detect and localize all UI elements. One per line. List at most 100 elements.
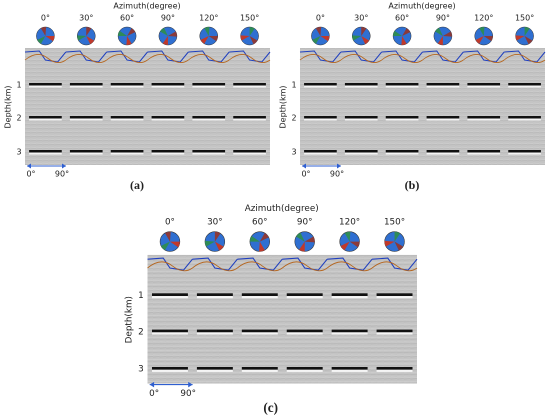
reflector (426, 150, 460, 153)
panel: Azimuth(degree) 0° 30° 60° 90° 120° 150° 1 2 3 Dep… (279, 2, 546, 192)
panel: Azimuth(degree) 0° 30° 60° 90° 120° 150° 1 2 3 Dep… (4, 2, 271, 192)
reflector-side (151, 332, 188, 335)
azimuth-label: 30° (79, 14, 93, 23)
reflector-side (233, 118, 266, 121)
reflector-side (151, 369, 188, 372)
arrow-label: 90° (330, 170, 344, 179)
azimuth-label: 60° (252, 217, 268, 227)
reflector-side (385, 118, 419, 121)
reflector (304, 116, 337, 119)
reflector (69, 150, 103, 153)
reflector (304, 150, 337, 153)
y-axis-title: Depth(km) (279, 85, 288, 128)
reflector-side (426, 118, 460, 121)
amplitude-curve (237, 257, 283, 271)
amplitude-curve (381, 54, 423, 63)
reflector (29, 83, 62, 86)
depth-label: 1 (16, 81, 21, 90)
reflector (29, 116, 62, 119)
amplitude-curve (24, 54, 67, 63)
arrow-label: 0° (301, 170, 310, 179)
reflector-side (29, 85, 62, 88)
beach-ball-wedge (340, 241, 350, 251)
beach-ball-wedge (304, 236, 315, 243)
amplitude-curve (281, 261, 328, 272)
reflector-side (69, 85, 103, 88)
amplitude-curve (282, 257, 328, 271)
beach-ball-wedge (126, 36, 132, 45)
amplitude-curve (372, 257, 418, 271)
reflector (385, 116, 419, 119)
ball-strip (25, 26, 270, 48)
beach-ball-wedge (361, 27, 367, 36)
amplitude-curve (340, 50, 383, 63)
beach-ball-wedge (161, 241, 170, 251)
reflector (331, 367, 368, 370)
reflector (376, 293, 413, 297)
amplitude-curve (228, 54, 271, 63)
reflector-side (241, 369, 278, 372)
azimuth-label: 30° (354, 14, 368, 23)
beach-ball-wedge (214, 231, 221, 242)
beach-ball-wedge (299, 241, 305, 252)
beach-ball-wedge (479, 27, 485, 36)
amplitude-curve (503, 54, 546, 63)
reflector-side (344, 152, 378, 155)
amplitude-curve (340, 54, 382, 63)
beach-ball-wedge (240, 35, 250, 41)
reflector (331, 293, 368, 297)
beach-ball-wedge (165, 231, 171, 242)
reflector (151, 367, 188, 370)
reflector (110, 150, 144, 153)
reflector-side (376, 296, 413, 299)
beach-ball-wedge (77, 35, 87, 41)
reflector-side (233, 85, 266, 88)
azimuth-label: 120° (339, 217, 360, 227)
reflector (192, 116, 226, 119)
depth-label: 3 (138, 365, 144, 375)
beach-ball-wedge (86, 36, 95, 45)
reflector (344, 83, 378, 86)
amplitude-curve (371, 261, 418, 272)
reflector (467, 150, 501, 153)
arrow-label: 0° (26, 170, 35, 179)
caption: (a) (130, 178, 144, 192)
azimuth-label: 120° (199, 14, 218, 23)
depth-label: 2 (291, 114, 296, 123)
beach-ball-wedge (127, 28, 136, 36)
beach-ball-wedge (384, 240, 395, 247)
azimuth-label: 0° (316, 14, 325, 23)
reflector (69, 116, 103, 119)
reflector (286, 329, 323, 333)
reflector-side (304, 152, 337, 155)
azimuth-label: 30° (207, 217, 223, 227)
reflector (467, 116, 501, 119)
reflector-side (376, 369, 413, 372)
reflector-side (304, 85, 337, 88)
azimuth-label: 120° (474, 14, 493, 23)
reflector-side (69, 118, 103, 121)
y-axis-title: Depth(km) (124, 296, 134, 343)
reflector (241, 329, 278, 333)
reflector (241, 367, 278, 370)
reflector (233, 150, 266, 153)
amplitude-curve (381, 50, 423, 63)
azimuth-label: 150° (515, 14, 534, 23)
amplitude-curve (326, 261, 373, 272)
depth-label: 3 (16, 148, 21, 157)
reflector (286, 367, 323, 370)
amplitude-curve (463, 50, 505, 63)
beach-ball-wedge (160, 27, 168, 36)
beach-ball-wedge (320, 36, 330, 42)
beach-ball-wedge (402, 28, 411, 36)
beach-ball-wedge (249, 236, 260, 242)
beach-ball-wedge (361, 36, 370, 45)
reflector-side (286, 369, 323, 372)
reflector (233, 116, 266, 119)
beach-ball-wedge (162, 36, 168, 45)
beach-ball-wedge (352, 35, 362, 41)
reflector (151, 329, 188, 333)
reflector (331, 329, 368, 333)
reflector-side (508, 152, 541, 155)
